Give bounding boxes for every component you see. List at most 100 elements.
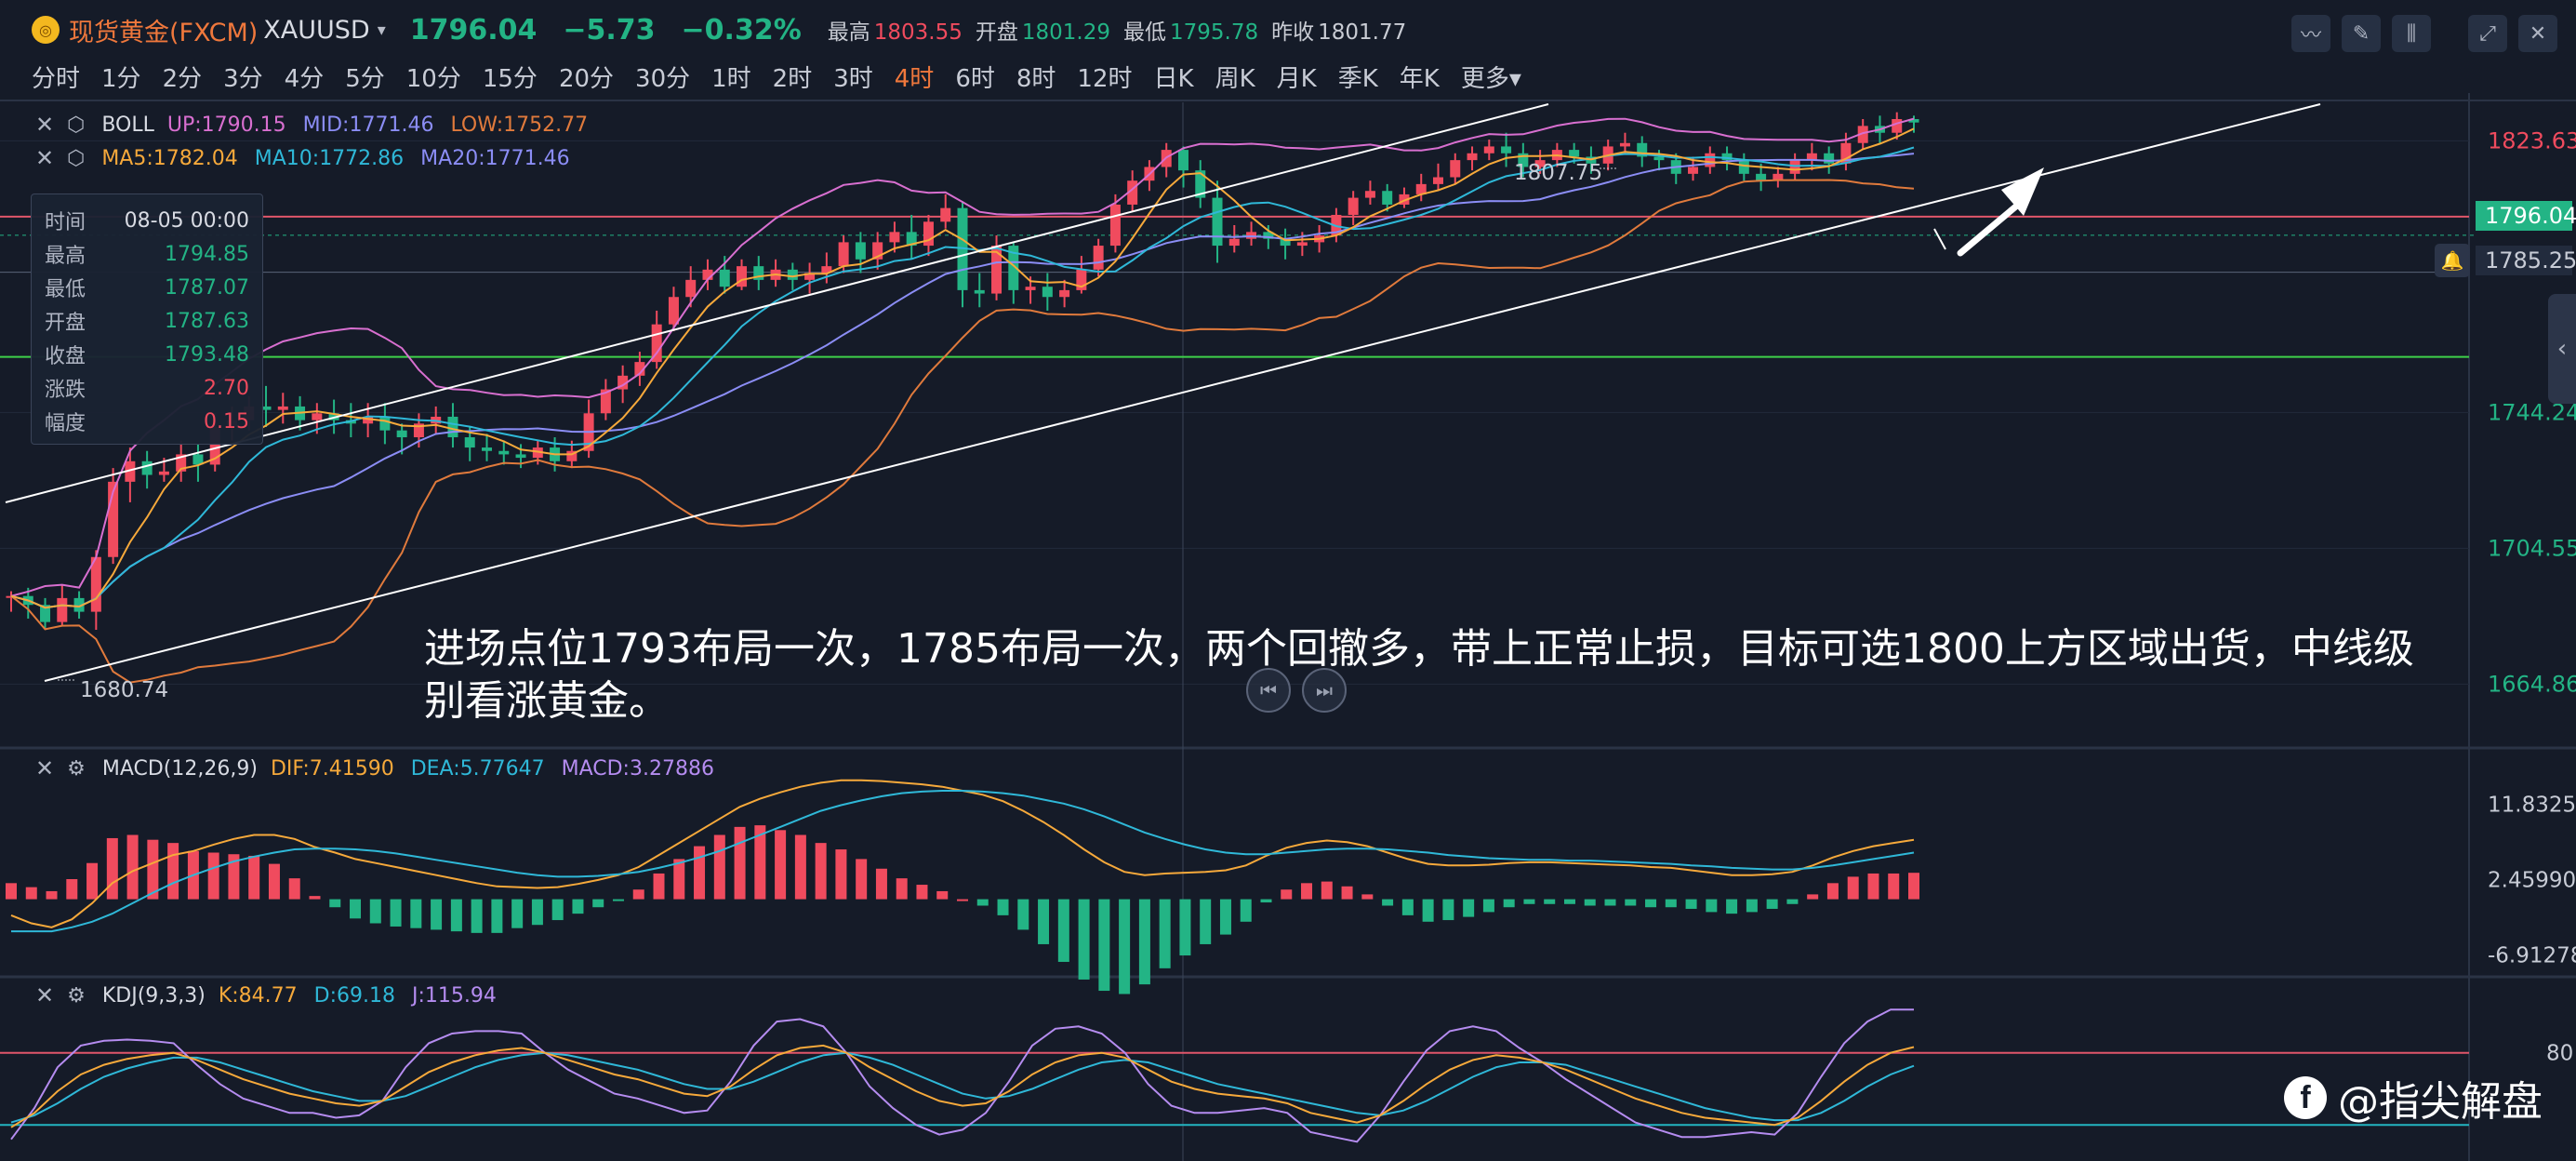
timeframe-4[interactable]: 4分	[284, 64, 325, 93]
timeframe-0[interactable]: 分时	[32, 64, 81, 93]
candle-body	[600, 389, 611, 414]
timeframe-20[interactable]: 季K	[1337, 64, 1378, 93]
timeframe-13[interactable]: 4时	[894, 64, 935, 93]
macd-bar	[1807, 894, 1819, 900]
chart-line-icon[interactable]: 〰	[2291, 15, 2330, 52]
symbol-header: ◎ 现货黄金(FXCM) XAUUSD ▾ 1796.04 −5.73 −0.3…	[0, 0, 2576, 60]
settings-icon[interactable]: ⬡	[67, 146, 86, 170]
macd-bar	[734, 826, 746, 900]
alert-price-tag[interactable]: 1785.25	[2476, 246, 2576, 275]
macd-bar	[288, 878, 300, 900]
candle-body	[413, 423, 424, 438]
gear-icon[interactable]: ⚙	[67, 756, 86, 781]
collapse-panel-icon[interactable]: ‹	[2548, 294, 2576, 404]
boll-low: LOW:1752.77	[450, 113, 589, 137]
candle-body	[90, 556, 101, 612]
macd-bar	[369, 899, 381, 924]
info-row: 幅度 0.15	[45, 405, 249, 438]
macd-bar	[1746, 899, 1758, 913]
kdj-name: KDJ(9,3,3)	[101, 983, 206, 1008]
candle-body	[1450, 160, 1461, 178]
candle-body	[1806, 153, 1817, 161]
macd-bar	[1888, 873, 1900, 900]
close-icon[interactable]: ✕	[35, 982, 55, 1008]
macd-bar	[551, 899, 564, 921]
timeframe-19[interactable]: 月K	[1276, 64, 1317, 93]
trend-arrow-shaft	[1957, 201, 2022, 257]
close-icon[interactable]: ✕	[35, 145, 55, 171]
candle-body	[277, 406, 288, 410]
timeframe-9[interactable]: 30分	[635, 64, 691, 93]
kdj-j-line	[10, 1008, 1914, 1143]
macd-bar	[694, 846, 706, 900]
timeframe-16[interactable]: 12时	[1077, 64, 1133, 93]
macd-bar	[1908, 873, 1919, 900]
macd-bar	[1321, 881, 1333, 900]
candle-body	[1415, 183, 1427, 194]
close-icon[interactable]: ✕	[35, 755, 55, 781]
candle-body	[1212, 197, 1223, 247]
bell-icon[interactable]: 🔔	[2435, 244, 2470, 277]
timeframe-5[interactable]: 5分	[345, 64, 385, 93]
stat-high: 最高 1803.55	[828, 14, 963, 46]
timeframe-14[interactable]: 6时	[955, 64, 995, 93]
timeframe-8[interactable]: 20分	[558, 64, 615, 93]
close-icon[interactable]: ✕	[2518, 15, 2557, 52]
macd-bar	[572, 899, 584, 914]
draw-pen-icon[interactable]: ✎	[2342, 15, 2381, 52]
macd-bar	[106, 837, 118, 900]
candle-body	[312, 413, 323, 420]
macd-bar	[754, 825, 766, 900]
symbol-name[interactable]: 现货黄金(FXCM)	[69, 18, 259, 47]
prev-icon[interactable]: ⏮	[1246, 668, 1291, 713]
stat-prev-close: 昨收 1801.77	[1271, 14, 1406, 46]
settings-icon[interactable]: ⬡	[67, 113, 86, 137]
timeframe-21[interactable]: 年K	[1399, 64, 1440, 93]
macd-bar	[46, 890, 58, 900]
timeframe-18[interactable]: 周K	[1215, 64, 1255, 93]
y-tick-label: 1744.24	[2488, 399, 2576, 425]
macd-bar	[936, 890, 949, 900]
candle-body	[1824, 153, 1835, 164]
info-key: 开盘	[45, 312, 86, 335]
kdj-tick-label: 80	[2546, 1042, 2573, 1066]
expand-icon[interactable]: ⤢	[2468, 15, 2507, 52]
macd-bar	[147, 839, 159, 900]
macd-bar	[6, 883, 17, 900]
timeframe-7[interactable]: 15分	[482, 64, 538, 93]
symbol-dropdown-icon[interactable]: ▾	[377, 20, 386, 40]
candle-body	[1042, 287, 1053, 298]
candle-body	[363, 416, 374, 424]
kdj-k-line	[10, 1044, 1915, 1128]
stat-open-label: 开盘	[975, 20, 1018, 45]
candle-body	[1433, 177, 1443, 184]
ma10-value: MA10:1772.86	[254, 146, 405, 170]
close-icon[interactable]: ✕	[35, 112, 55, 138]
timeframe-10[interactable]: 1时	[711, 64, 751, 93]
symbol-code[interactable]: XAUUSD	[263, 15, 370, 45]
candle-body	[1637, 142, 1648, 157]
timeframe-12[interactable]: 3时	[833, 64, 873, 93]
timeframe-3[interactable]: 3分	[223, 64, 263, 93]
timeframe-6[interactable]: 10分	[405, 64, 461, 93]
candle-body	[1653, 156, 1665, 161]
gear-icon[interactable]: ⚙	[67, 983, 86, 1008]
kdj-legend: ✕ ⚙ KDJ(9,3,3) K:84.77 D:69.18 J:115.94	[35, 982, 513, 1008]
candle-body	[379, 416, 391, 431]
timeframe-1[interactable]: 1分	[101, 64, 141, 93]
timeframe-2[interactable]: 2分	[162, 64, 203, 93]
timeframe-15[interactable]: 8时	[1016, 64, 1056, 93]
candle-icon[interactable]: ⫼	[2392, 15, 2431, 52]
candle-body	[957, 207, 968, 290]
macd-bar	[350, 899, 362, 919]
candle-body	[1569, 150, 1580, 157]
macd-bar	[1281, 889, 1293, 900]
next-icon[interactable]: ⏭	[1302, 668, 1347, 713]
timeframe-17[interactable]: 日K	[1153, 64, 1194, 93]
timeframe-11[interactable]: 2时	[772, 64, 813, 93]
macd-bar	[1301, 883, 1313, 900]
candle-body	[1382, 191, 1393, 205]
timeframe-22[interactable]: 更多▾	[1460, 64, 1521, 93]
